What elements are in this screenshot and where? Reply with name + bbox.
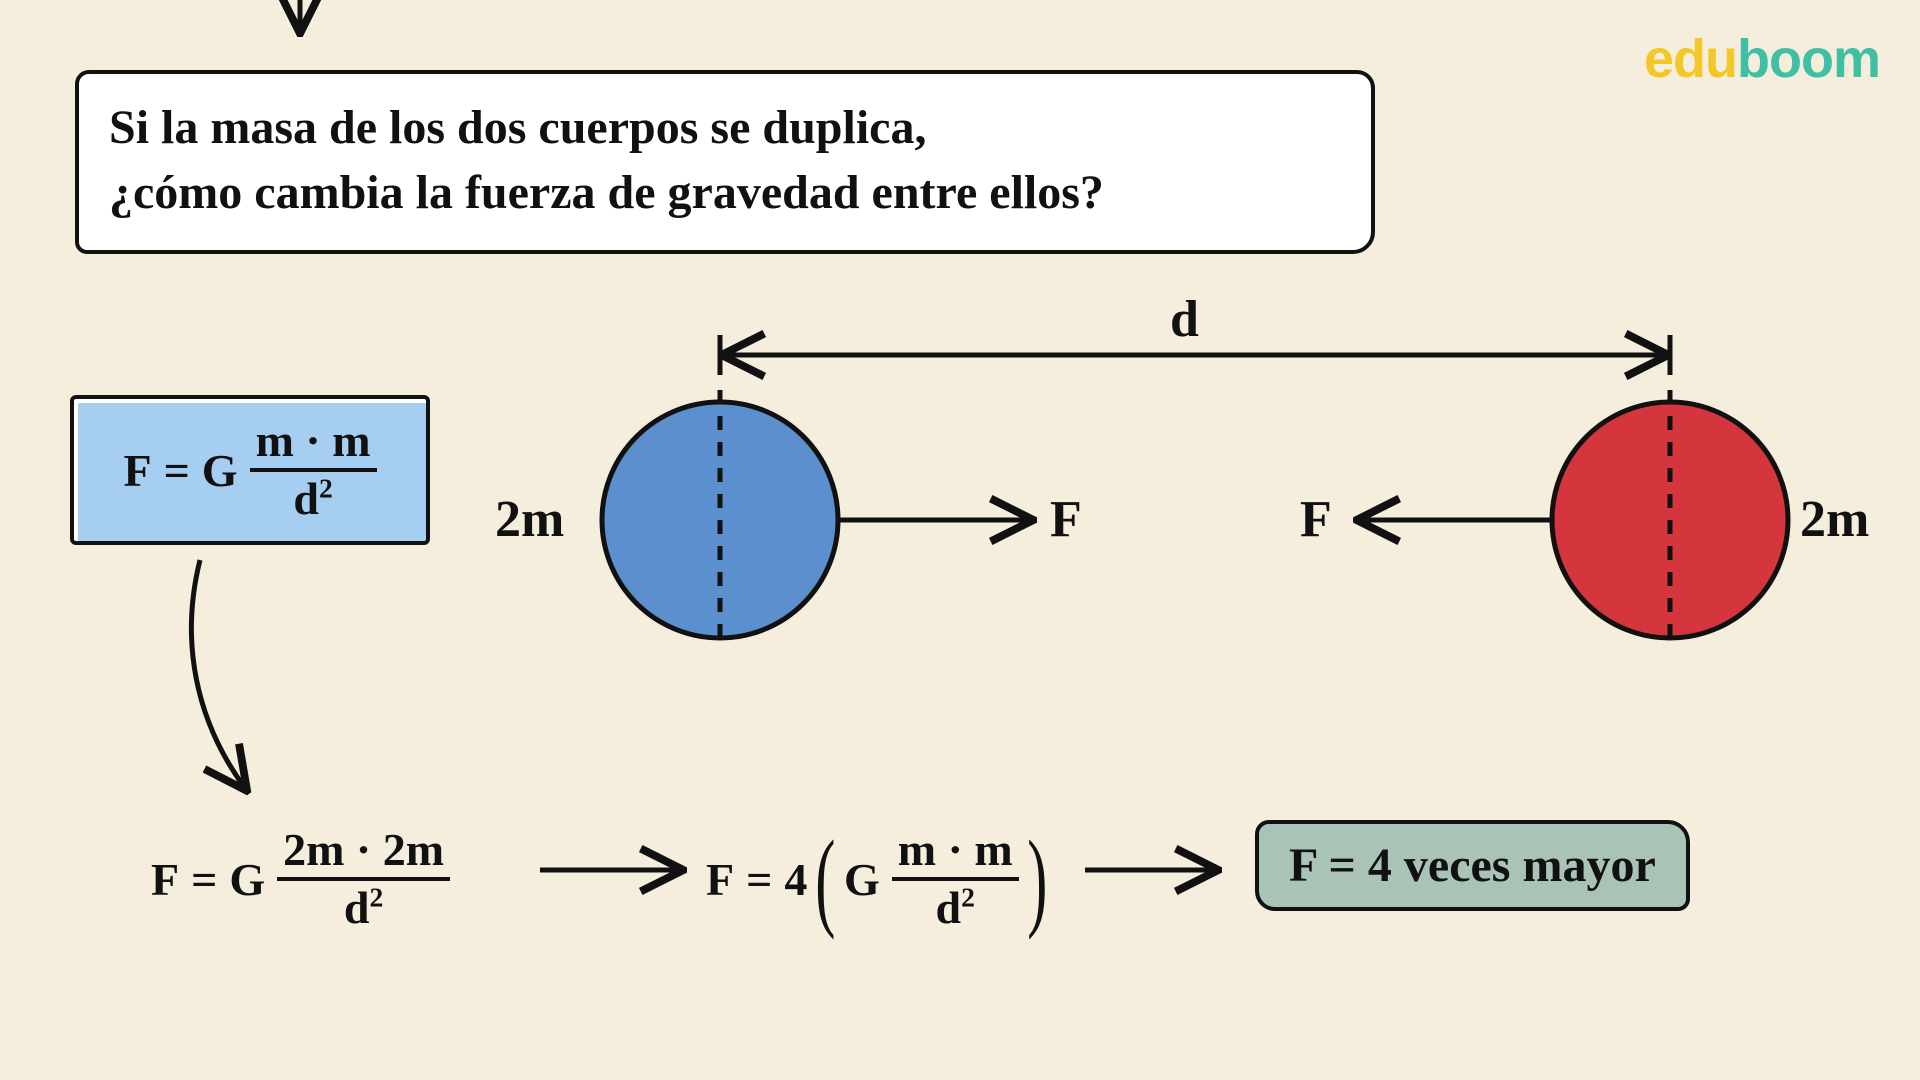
question-line1: Si la masa de los dos cuerpos se duplica…: [109, 96, 1341, 161]
formula-num: m · m: [250, 416, 377, 466]
formula-eq: =: [164, 444, 190, 497]
result-text: F = 4 veces mayor: [1289, 838, 1656, 893]
result-box: F = 4 veces mayor: [1255, 820, 1690, 911]
distance-label: d: [1170, 290, 1199, 349]
derivation-step1: F = G 2m · 2m d2: [145, 825, 456, 933]
force-label-right: F: [1300, 490, 1332, 549]
question-box: Si la masa de los dos cuerpos se duplica…: [75, 70, 1375, 254]
derivation-step2: F = 4 ( G m · m d2 ): [700, 825, 1049, 933]
force-label-left: F: [1050, 490, 1082, 549]
formula-den: d2: [287, 474, 338, 524]
right-mass-label: 2m: [1800, 490, 1869, 549]
formula-fraction: m · m d2: [250, 416, 377, 524]
formula-F: F: [123, 444, 151, 497]
formula-box: F = G m · m d2: [70, 395, 430, 545]
curve-arrow-icon: [191, 560, 245, 788]
question-line2: ¿cómo cambia la fuerza de gravedad entre…: [109, 161, 1341, 226]
left-mass-label: 2m: [495, 490, 564, 549]
formula-G: G: [202, 444, 238, 497]
